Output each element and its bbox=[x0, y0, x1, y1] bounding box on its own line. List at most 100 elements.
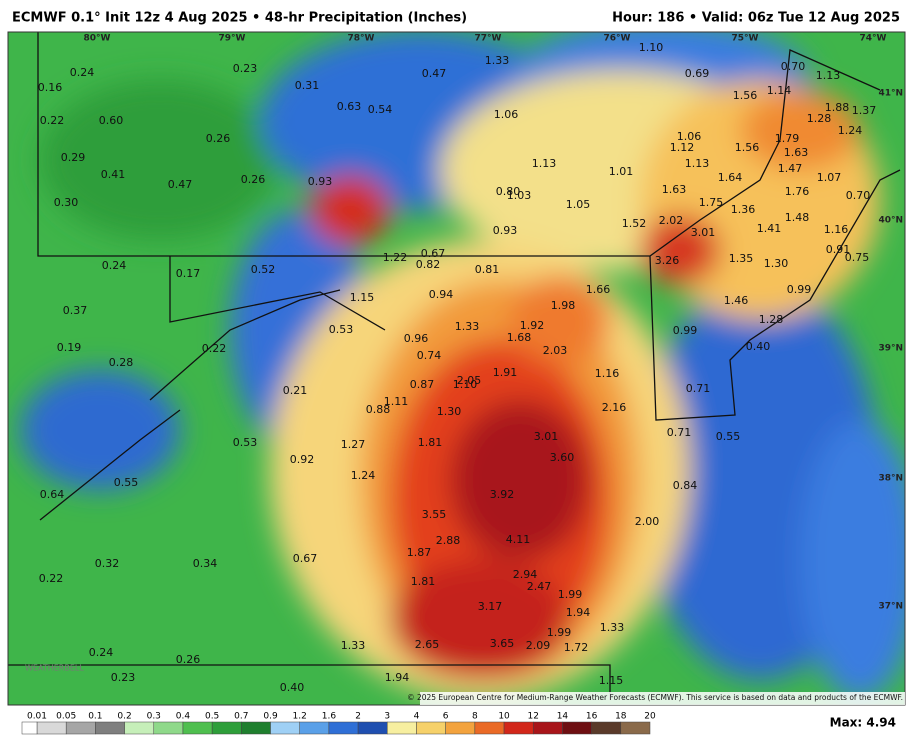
precip-value: 0.41 bbox=[101, 168, 126, 181]
precip-value: 0.92 bbox=[290, 453, 315, 466]
precip-value: 1.63 bbox=[662, 183, 687, 196]
precip-value: 0.63 bbox=[337, 100, 362, 113]
colorbar-label: 10 bbox=[498, 712, 510, 722]
precip-value: 0.23 bbox=[111, 671, 136, 684]
precip-value: 0.24 bbox=[89, 646, 114, 659]
valid-time: Hour: 186 • Valid: 06z Tue 12 Aug 2025 bbox=[612, 11, 900, 26]
precip-value: 2.05 bbox=[457, 374, 482, 387]
lon-label: 79°W bbox=[219, 34, 246, 44]
precip-value: 1.98 bbox=[551, 299, 576, 312]
precip-value: 1.41 bbox=[757, 222, 782, 235]
precip-value: 1.03 bbox=[507, 189, 532, 202]
precip-value: 0.55 bbox=[114, 476, 139, 489]
precip-value: 1.05 bbox=[566, 198, 591, 211]
colorbar-swatch bbox=[328, 721, 359, 735]
precip-value: 1.06 bbox=[494, 108, 519, 121]
lat-label: 39°N bbox=[878, 344, 903, 354]
lon-label: 80°W bbox=[84, 34, 111, 44]
precip-value: 0.26 bbox=[241, 173, 266, 186]
lat-label: 41°N bbox=[878, 89, 903, 99]
precip-value: 4.11 bbox=[506, 533, 531, 546]
precip-value: 1.35 bbox=[729, 252, 754, 265]
precip-value: 0.40 bbox=[280, 681, 305, 694]
precip-value: 0.99 bbox=[787, 283, 812, 296]
precip-value: 2.09 bbox=[526, 639, 551, 652]
precip-value: 0.31 bbox=[295, 79, 320, 92]
max-value: Max: 4.94 bbox=[830, 716, 896, 730]
precip-value: 0.71 bbox=[686, 382, 711, 395]
precip-value: 3.60 bbox=[550, 451, 575, 464]
precip-value: 1.79 bbox=[775, 132, 800, 145]
precip-value: 1.27 bbox=[341, 438, 366, 451]
colorbar-label: 0.1 bbox=[88, 712, 102, 722]
precip-value: 3.01 bbox=[534, 430, 559, 443]
lon-label: 74°W bbox=[860, 34, 887, 44]
colorbar-label: 0.3 bbox=[147, 712, 161, 722]
colorbar-label: 1.6 bbox=[322, 712, 337, 722]
precip-value: 1.46 bbox=[724, 294, 749, 307]
precip-value: 0.69 bbox=[685, 67, 710, 80]
precip-value: 1.56 bbox=[735, 141, 760, 154]
attribution-bg bbox=[420, 692, 905, 705]
precip-value: 1.33 bbox=[455, 320, 480, 333]
colorbar-label: 18 bbox=[615, 712, 627, 722]
precip-value: 1.48 bbox=[785, 211, 810, 224]
precip-value: 0.67 bbox=[293, 552, 318, 565]
precip-value: 1.28 bbox=[759, 313, 784, 326]
colorbar-label: 2 bbox=[355, 712, 361, 722]
precip-value: 2.88 bbox=[436, 534, 461, 547]
precip-value: 0.30 bbox=[54, 196, 79, 209]
precip-value: 1.63 bbox=[784, 146, 809, 159]
precip-value: 1.14 bbox=[767, 84, 792, 97]
precip-value: 1.47 bbox=[778, 162, 803, 175]
precip-value: 1.88 bbox=[825, 101, 850, 114]
precip-value: 0.23 bbox=[233, 62, 258, 75]
precip-value: 3.92 bbox=[490, 488, 515, 501]
precip-value: 2.00 bbox=[635, 515, 660, 528]
precip-value: 1.76 bbox=[785, 185, 810, 198]
precip-value: 0.75 bbox=[845, 251, 870, 264]
precip-value: 1.13 bbox=[532, 157, 557, 170]
precip-value: 1.75 bbox=[699, 196, 724, 209]
colorbar-swatch bbox=[591, 721, 622, 735]
colorbar-label: 12 bbox=[528, 712, 539, 722]
precip-value: 0.22 bbox=[40, 114, 65, 127]
precip-value: 1.06 bbox=[677, 130, 702, 143]
precip-value: 0.88 bbox=[366, 403, 391, 416]
colorbar-swatch bbox=[21, 721, 38, 735]
lat-label: 40°N bbox=[878, 216, 903, 226]
colorbar-label: 14 bbox=[557, 712, 569, 722]
precip-value: 0.47 bbox=[422, 67, 447, 80]
precip-value: 1.33 bbox=[600, 621, 625, 634]
colorbar-swatch bbox=[416, 721, 446, 735]
colorbar-swatch bbox=[270, 721, 300, 735]
colorbar-label: 0.4 bbox=[176, 712, 191, 722]
lat-label: 37°N bbox=[878, 602, 903, 612]
precip-value: 1.94 bbox=[566, 606, 591, 619]
precip-value: 1.33 bbox=[341, 639, 366, 652]
precip-value: 0.40 bbox=[746, 340, 771, 353]
colorbar-swatch bbox=[387, 721, 417, 735]
precip-value: 1.13 bbox=[685, 157, 710, 170]
precip-value: 1.52 bbox=[622, 217, 647, 230]
precip-value: 1.15 bbox=[599, 674, 624, 687]
lon-label: 78°W bbox=[348, 34, 375, 44]
precip-value: 0.17 bbox=[176, 267, 201, 280]
precip-value: 0.24 bbox=[102, 259, 127, 272]
precip-value: 1.15 bbox=[350, 291, 375, 304]
precip-value: 2.02 bbox=[659, 214, 684, 227]
colorbar-swatch bbox=[153, 721, 184, 735]
precip-value: 2.94 bbox=[513, 568, 538, 581]
colorbar-swatch bbox=[182, 721, 213, 735]
precip-value: 1.01 bbox=[609, 165, 634, 178]
precip-value: 1.07 bbox=[817, 171, 842, 184]
precip-value: 1.91 bbox=[493, 366, 518, 379]
precip-value: 0.93 bbox=[493, 224, 518, 237]
precip-value: 0.74 bbox=[417, 349, 442, 362]
colorbar-swatch bbox=[299, 721, 330, 735]
precip-value: 0.52 bbox=[251, 263, 276, 276]
precip-value: 1.10 bbox=[639, 41, 664, 54]
precip-value: 3.17 bbox=[478, 600, 503, 613]
precip-value: 0.67 bbox=[421, 247, 446, 260]
precip-value: 0.28 bbox=[109, 356, 134, 369]
